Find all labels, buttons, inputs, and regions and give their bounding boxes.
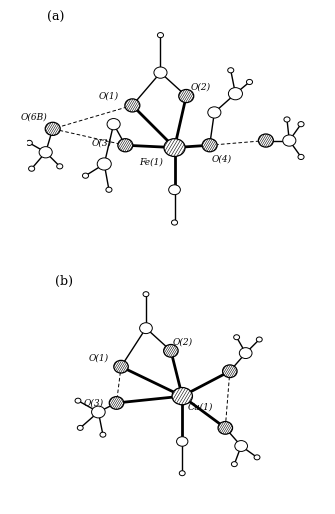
Ellipse shape bbox=[107, 119, 120, 130]
Ellipse shape bbox=[234, 335, 240, 340]
Ellipse shape bbox=[164, 139, 185, 156]
Ellipse shape bbox=[298, 154, 304, 159]
Ellipse shape bbox=[256, 337, 262, 342]
Ellipse shape bbox=[157, 32, 163, 38]
Ellipse shape bbox=[298, 122, 304, 127]
Text: Cu(1): Cu(1) bbox=[188, 403, 213, 412]
Ellipse shape bbox=[254, 455, 260, 460]
Ellipse shape bbox=[169, 185, 180, 195]
Ellipse shape bbox=[239, 347, 252, 359]
Text: O(1): O(1) bbox=[99, 91, 119, 101]
Ellipse shape bbox=[235, 440, 248, 451]
Ellipse shape bbox=[97, 158, 111, 170]
Ellipse shape bbox=[154, 67, 167, 78]
Ellipse shape bbox=[100, 432, 106, 437]
Ellipse shape bbox=[106, 187, 112, 192]
Ellipse shape bbox=[228, 68, 234, 73]
Text: O(4): O(4) bbox=[211, 155, 231, 164]
Ellipse shape bbox=[82, 173, 88, 178]
Ellipse shape bbox=[202, 139, 217, 152]
Ellipse shape bbox=[77, 426, 83, 430]
Text: O(1): O(1) bbox=[88, 353, 109, 362]
Text: Fe(1): Fe(1) bbox=[139, 157, 163, 166]
Ellipse shape bbox=[26, 140, 32, 145]
Ellipse shape bbox=[258, 134, 273, 147]
Text: O(3): O(3) bbox=[84, 398, 104, 408]
Ellipse shape bbox=[91, 406, 105, 418]
Text: O(6B): O(6B) bbox=[20, 113, 47, 122]
Ellipse shape bbox=[28, 166, 35, 171]
Ellipse shape bbox=[45, 122, 60, 135]
Ellipse shape bbox=[75, 398, 81, 403]
Ellipse shape bbox=[57, 164, 63, 169]
Ellipse shape bbox=[179, 89, 194, 103]
Ellipse shape bbox=[114, 360, 128, 373]
Text: (a): (a) bbox=[47, 11, 64, 24]
Ellipse shape bbox=[39, 146, 52, 158]
Text: O(2): O(2) bbox=[172, 337, 192, 346]
Ellipse shape bbox=[228, 87, 243, 100]
Ellipse shape bbox=[222, 365, 237, 378]
Text: O(3): O(3) bbox=[92, 138, 112, 148]
Ellipse shape bbox=[177, 437, 188, 446]
Ellipse shape bbox=[284, 117, 290, 122]
Ellipse shape bbox=[163, 344, 178, 357]
Ellipse shape bbox=[208, 107, 221, 118]
Ellipse shape bbox=[172, 220, 178, 225]
Ellipse shape bbox=[125, 99, 140, 112]
Ellipse shape bbox=[218, 421, 232, 434]
Ellipse shape bbox=[247, 79, 253, 85]
Text: O(2): O(2) bbox=[190, 82, 210, 91]
Ellipse shape bbox=[231, 462, 237, 467]
Ellipse shape bbox=[118, 139, 133, 152]
Ellipse shape bbox=[109, 397, 124, 409]
Ellipse shape bbox=[283, 135, 296, 146]
Ellipse shape bbox=[140, 323, 152, 334]
Text: (b): (b) bbox=[55, 274, 73, 288]
Ellipse shape bbox=[172, 388, 192, 405]
Ellipse shape bbox=[143, 291, 149, 297]
Ellipse shape bbox=[179, 471, 185, 475]
